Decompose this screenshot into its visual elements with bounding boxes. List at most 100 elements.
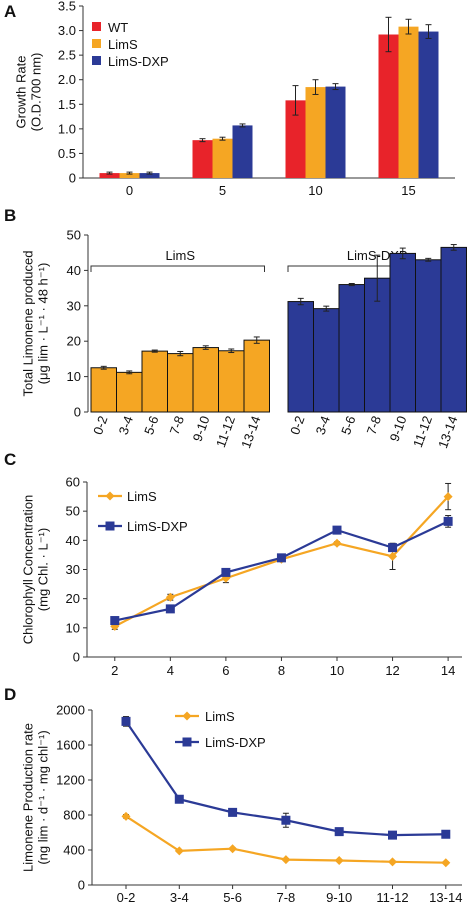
panel-c-chlorophyll-chart: C Chlorophyll Concentration(mg Chl. · L⁻¹… [4, 450, 462, 678]
bar [99, 173, 120, 178]
y-axis-label-line1: Chlorophyll Concentration [20, 495, 35, 645]
x-tick-label: 3-4 [313, 414, 334, 437]
data-point [281, 855, 291, 865]
bar [378, 34, 399, 179]
bar [398, 26, 419, 178]
data-point [165, 592, 175, 602]
bar [139, 173, 160, 178]
y-tick-label: 10 [66, 620, 80, 635]
bar [90, 367, 117, 413]
y-tick-label: 400 [63, 843, 85, 858]
legend-label: LimS-DXP [108, 54, 169, 69]
legend-swatch [92, 39, 101, 48]
y-tick-label: 0 [69, 171, 76, 186]
group-bracket [90, 265, 265, 272]
x-tick-label: 11-12 [213, 414, 238, 449]
y-tick-label: 30 [67, 298, 81, 313]
y-tick-label: 30 [66, 562, 80, 577]
bar [338, 284, 365, 413]
x-tick-label: 6 [222, 663, 229, 678]
y-tick-label: 40 [66, 533, 80, 548]
x-tick-label: 0-2 [90, 414, 111, 437]
panel-a-growth-rate-chart: A Growth Rate(O.D.700 nm) 0 0.5 1.0 1.5 2.0 2.5… [4, 0, 455, 198]
x-tick-label: 5-6 [141, 414, 162, 437]
y-tick-label: 50 [67, 228, 81, 243]
data-point [332, 538, 342, 548]
y-axis-label: Limonene Production rate(ng lim · d⁻¹ · … [20, 723, 50, 872]
x-tick-label: 11-12 [376, 890, 408, 905]
x-tick-label: 10 [330, 663, 344, 678]
legend-label: WT [108, 20, 128, 35]
legend-swatch [92, 56, 101, 65]
x-tick-label: 7-8 [364, 414, 385, 437]
y-tick-label: 3.5 [58, 0, 76, 14]
x-tick-label: 2 [111, 663, 118, 678]
x-tick-label: 13-14 [435, 414, 460, 450]
y-tick-label: 2000 [56, 703, 85, 718]
y-axis-label: Growth Rate(O.D.700 nm) [13, 53, 43, 132]
legend-label: LimS-DXP [205, 735, 266, 750]
panel-label-b: B [4, 206, 16, 225]
x-tick-label: 13-14 [238, 414, 263, 450]
y-tick-label: 20 [66, 591, 80, 606]
data-point [443, 492, 453, 502]
x-tick-label: 7-8 [277, 890, 296, 905]
y-tick-label: 50 [66, 504, 80, 519]
data-point [388, 830, 397, 840]
data-point [221, 567, 231, 577]
legend-swatch [92, 22, 101, 31]
data-point [276, 553, 286, 563]
y-axis-label: Total Limonene produced(μg lim · L⁻¹ · 4… [20, 251, 50, 397]
data-point [121, 716, 131, 726]
legend-label: LimS [108, 37, 138, 52]
x-tick-label: 3-4 [170, 890, 189, 905]
x-tick-label: 8 [278, 663, 285, 678]
x-tick-label: 0-2 [117, 890, 136, 905]
x-tick-label: 15 [401, 183, 415, 198]
y-axis-label-line1: Growth Rate [13, 56, 28, 129]
bar [232, 125, 253, 178]
data-point [332, 525, 342, 535]
y-tick-label: 60 [66, 475, 80, 490]
legend-marker [105, 521, 115, 531]
group-label: LimS [165, 248, 195, 263]
bar [313, 308, 340, 413]
legend-label: LimS [127, 489, 157, 504]
x-tick-label: 13-14 [429, 890, 462, 905]
legend-marker [105, 491, 115, 501]
x-tick-label: 5 [219, 183, 226, 198]
y-tick-label: 20 [67, 334, 81, 349]
bar [415, 259, 442, 413]
x-tick-label: 14 [441, 663, 455, 678]
bar [218, 350, 245, 413]
data-point [388, 551, 398, 561]
legend-label: LimS [205, 709, 235, 724]
data-point [388, 857, 397, 867]
data-point [174, 846, 184, 856]
bar [192, 140, 213, 178]
x-tick-label: 4 [167, 663, 174, 678]
y-tick-label: 1.0 [58, 121, 76, 136]
legend-label: LimS-DXP [127, 519, 188, 534]
bar [285, 100, 306, 178]
bar [141, 350, 168, 413]
x-tick-label: 10 [308, 183, 322, 198]
y-tick-label: 0 [78, 878, 85, 893]
data-point [441, 858, 451, 868]
data-point [443, 516, 453, 526]
x-tick-label: 9-10 [387, 414, 410, 444]
bar [192, 347, 219, 413]
data-point [174, 794, 184, 804]
data-point [334, 827, 344, 837]
panel-label-a: A [4, 2, 16, 21]
y-axis-label-line1: Total Limonene produced [20, 251, 35, 397]
y-tick-label: 1200 [56, 773, 85, 788]
panel-label-c: C [4, 450, 16, 469]
data-point [165, 604, 175, 614]
data-point [121, 811, 131, 821]
bar [440, 246, 467, 413]
x-tick-label: 9-10 [326, 890, 352, 905]
y-tick-label: 0 [73, 650, 80, 665]
